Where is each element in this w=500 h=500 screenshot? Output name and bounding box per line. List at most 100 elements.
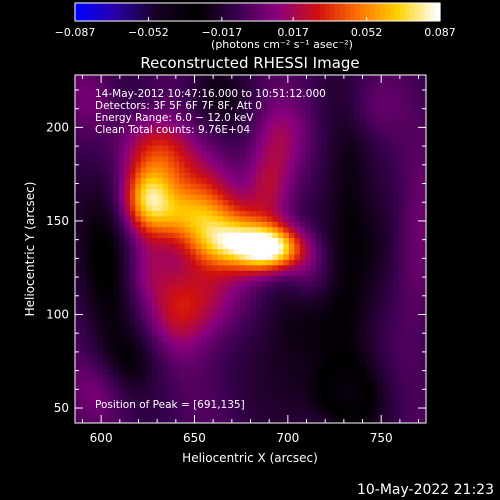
heatmap-cell — [135, 325, 142, 332]
heatmap-cell — [327, 390, 334, 397]
colorbar-segment — [205, 3, 211, 21]
heatmap-cell — [404, 227, 411, 234]
heatmap-cell — [327, 134, 334, 141]
heatmap-cell — [266, 406, 273, 413]
heatmap-cell — [316, 346, 323, 353]
heatmap-cell — [118, 363, 125, 370]
heatmap-cell — [382, 194, 389, 201]
heatmap-cell — [91, 336, 98, 342]
heatmap-cell — [80, 390, 87, 397]
heatmap-cell — [201, 140, 208, 147]
heatmap-cell — [310, 205, 317, 212]
heatmap-cell — [80, 140, 87, 147]
heatmap-cell — [124, 308, 131, 315]
heatmap-cell — [420, 384, 427, 391]
heatmap-cell — [409, 292, 416, 299]
heatmap-cell — [272, 162, 279, 168]
heatmap-cell — [96, 238, 103, 245]
heatmap-cell — [146, 341, 153, 348]
heatmap-cell — [310, 395, 317, 402]
heatmap-cell — [206, 118, 213, 125]
heatmap-cell — [179, 297, 186, 304]
heatmap-cell — [162, 319, 169, 326]
colorbar-segment — [285, 3, 291, 21]
heatmap-cell — [382, 232, 389, 239]
heatmap-cell — [135, 172, 142, 179]
heatmap-cell — [234, 102, 241, 109]
heatmap-cell — [398, 374, 405, 380]
heatmap-cell — [283, 297, 290, 304]
heatmap-cell — [404, 325, 411, 332]
heatmap-cell — [376, 189, 383, 196]
heatmap-cell — [398, 308, 405, 315]
heatmap-cell — [234, 96, 241, 103]
heatmap-cell — [398, 145, 405, 152]
heatmap-cell — [266, 123, 273, 130]
heatmap-cell — [409, 401, 416, 408]
heatmap-cell — [234, 205, 241, 212]
heatmap-cell — [91, 249, 98, 255]
heatmap-cell — [151, 401, 158, 408]
heatmap-cell — [316, 107, 323, 114]
heatmap-cell — [316, 194, 323, 201]
heatmap-cell — [80, 384, 87, 391]
heatmap-cell — [376, 319, 383, 326]
heatmap-cell — [321, 96, 328, 103]
heatmap-cell — [201, 330, 208, 337]
heatmap-cell — [332, 384, 339, 391]
heatmap-cell — [234, 314, 241, 321]
heatmap-cell — [360, 113, 367, 119]
heatmap-cell — [217, 80, 224, 87]
colorbar-segment — [145, 3, 151, 21]
heatmap-cell — [168, 172, 175, 179]
heatmap-cell — [179, 308, 186, 315]
heatmap-cell — [310, 167, 317, 174]
heatmap-cell — [365, 167, 372, 174]
heatmap-cell — [261, 379, 268, 386]
heatmap-cell — [398, 167, 405, 174]
heatmap-cell — [173, 80, 180, 87]
colorbar-segment — [230, 3, 236, 21]
heatmap-cell — [135, 85, 142, 92]
heatmap-cell — [195, 319, 202, 326]
heatmap-cell — [338, 238, 345, 245]
heatmap-cell — [316, 96, 323, 103]
colorbar-segment — [100, 3, 106, 21]
heatmap-cell — [124, 140, 131, 147]
heatmap-cell — [96, 123, 103, 130]
heatmap-cell — [376, 259, 383, 266]
heatmap-cell — [190, 395, 197, 402]
heatmap-cell — [91, 232, 98, 239]
heatmap-cell — [151, 167, 158, 174]
heatmap-cell — [113, 167, 120, 174]
heatmap-cell — [195, 412, 202, 419]
heatmap-cell — [376, 156, 383, 163]
heatmap-cell — [266, 287, 273, 293]
heatmap-cell — [316, 395, 323, 402]
heatmap-cell — [212, 346, 219, 353]
heatmap-cell — [102, 156, 109, 163]
heatmap-cell — [277, 178, 284, 185]
heatmap-cell — [382, 314, 389, 321]
heatmap-cell — [321, 265, 328, 272]
heatmap-cell — [420, 205, 427, 212]
heatmap-cell — [157, 401, 164, 408]
heatmap-cell — [310, 151, 317, 158]
heatmap-cell — [217, 384, 224, 391]
heatmap-cell — [107, 162, 114, 168]
heatmap-cell — [321, 129, 328, 136]
heatmap-cell — [277, 254, 284, 261]
heatmap-cell — [261, 259, 268, 266]
heatmap-cell — [140, 249, 147, 255]
heatmap-cell — [338, 216, 345, 223]
heatmap-cell — [228, 379, 235, 386]
heatmap-cell — [266, 129, 273, 136]
heatmap-cell — [332, 200, 339, 206]
heatmap-cell — [140, 297, 147, 304]
heatmap-cell — [124, 205, 131, 212]
heatmap-cell — [332, 297, 339, 304]
heatmap-cell — [118, 156, 125, 163]
heatmap-cell — [179, 259, 186, 266]
heatmap-cell — [245, 341, 251, 348]
heatmap-cell — [245, 412, 251, 419]
